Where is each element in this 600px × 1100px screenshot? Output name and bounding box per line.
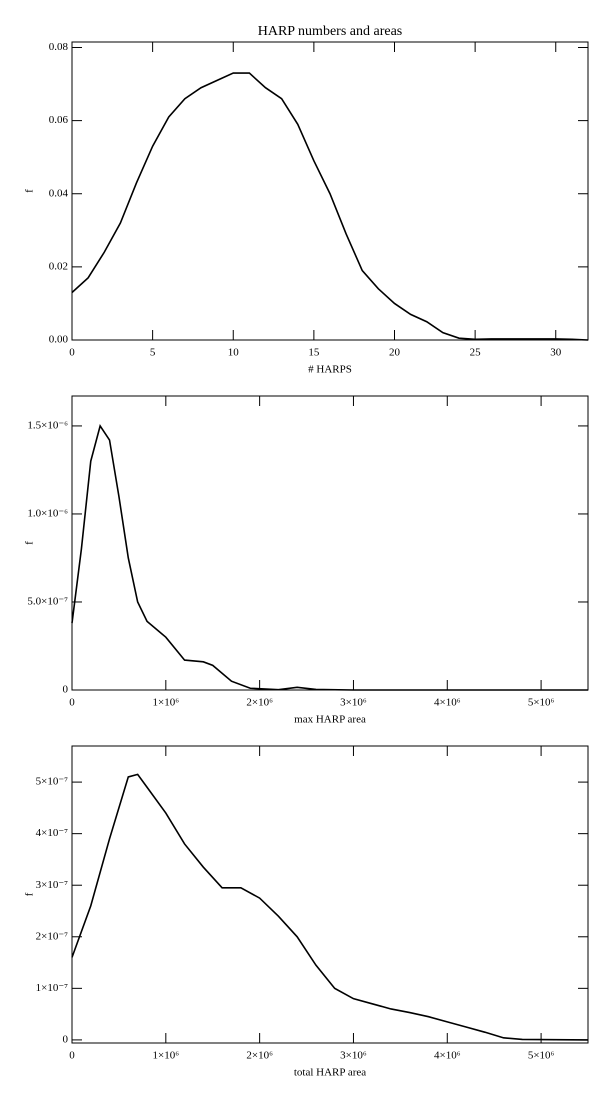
data-line — [71, 773, 589, 1041]
x-tick-label: 1×10⁶ — [153, 1050, 180, 1062]
chart-title: HARP numbers and areas — [258, 24, 403, 39]
data-line — [71, 72, 589, 341]
plot-frame — [71, 745, 589, 1044]
x-tick-label: 4×10⁶ — [434, 1050, 461, 1062]
y-axis-label: f — [24, 189, 36, 193]
x-tick-label: 25 — [470, 347, 482, 359]
y-tick-label: 0.04 — [49, 187, 69, 199]
x-axis-label: total HARP area — [294, 1067, 366, 1079]
x-tick-label: 5 — [150, 347, 156, 359]
x-axis-label: # HARPS — [308, 364, 352, 376]
x-tick-label: 10 — [228, 347, 240, 359]
y-tick-label: 5×10⁻⁷ — [36, 776, 69, 788]
y-axis-label: f — [24, 541, 36, 545]
x-tick-label: 1×10⁶ — [153, 697, 180, 709]
x-tick-label: 30 — [550, 347, 562, 359]
y-tick-label: 1×10⁻⁷ — [36, 982, 69, 994]
y-tick-label: 0.02 — [49, 260, 68, 272]
x-tick-label: 0 — [69, 1050, 75, 1062]
x-tick-label: 20 — [389, 347, 401, 359]
x-axis-label: max HARP area — [294, 714, 366, 726]
y-tick-label: 4×10⁻⁷ — [36, 827, 69, 839]
x-tick-label: 15 — [308, 347, 320, 359]
y-tick-label: 0 — [63, 1033, 69, 1045]
x-tick-label: 2×10⁶ — [246, 697, 273, 709]
plot-frame — [71, 41, 589, 341]
x-tick-label: 5×10⁶ — [528, 697, 555, 709]
x-tick-label: 3×10⁶ — [340, 697, 367, 709]
y-tick-label: 0.08 — [49, 41, 69, 53]
x-tick-label: 0 — [69, 347, 75, 359]
x-tick-label: 0 — [69, 697, 75, 709]
x-tick-label: 3×10⁶ — [340, 1050, 367, 1062]
data-line — [71, 424, 588, 691]
x-tick-label: 5×10⁶ — [528, 1050, 555, 1062]
y-tick-label: 5.0×10⁻⁷ — [27, 596, 68, 608]
y-axis-label: f — [24, 892, 36, 896]
plot-frame — [71, 395, 589, 691]
y-tick-label: 0.00 — [49, 334, 69, 346]
y-tick-label: 1.0×10⁻⁶ — [27, 507, 68, 519]
y-tick-label: 3×10⁻⁷ — [36, 879, 69, 891]
y-tick-label: 0 — [63, 684, 69, 696]
x-tick-label: 4×10⁶ — [434, 697, 461, 709]
y-tick-label: 1.5×10⁻⁶ — [27, 419, 68, 431]
x-tick-label: 2×10⁶ — [246, 1050, 273, 1062]
y-tick-label: 0.06 — [49, 114, 69, 126]
y-tick-label: 2×10⁻⁷ — [36, 930, 69, 942]
